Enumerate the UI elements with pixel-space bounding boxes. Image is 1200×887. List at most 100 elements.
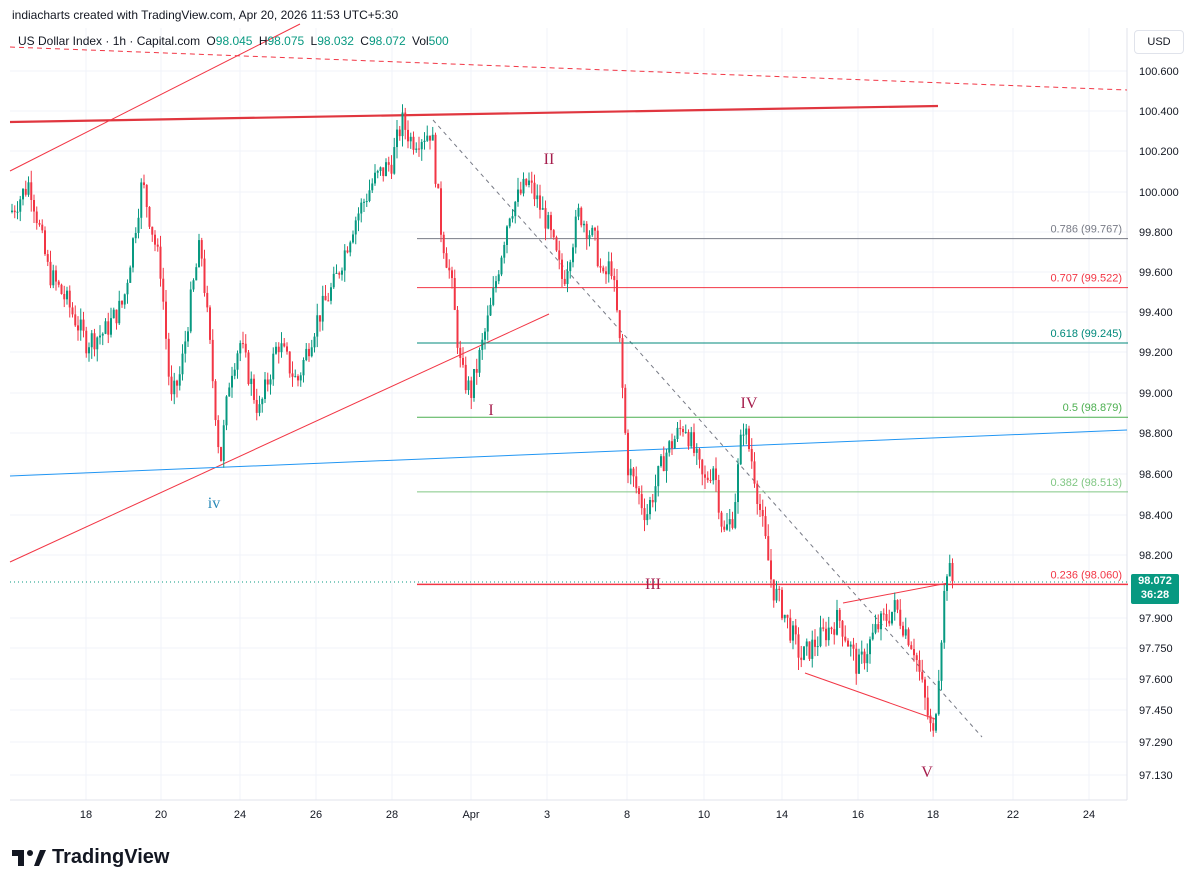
candle-down-body [830,627,833,630]
candle-down-body [533,182,536,200]
candle-down-body [748,428,750,449]
time-tick-label: 16 [852,809,864,821]
candle-down-body [382,167,385,177]
fibonacci-retracement[interactable]: 0.786 (99.767) 0.707 (99.522) 0.618 (99.24… [417,224,1128,586]
candle-up-body [869,639,871,655]
symbol-legend[interactable]: US Dollar Index · 1h · Capital.com O98.0… [18,34,449,48]
candle-down-body [825,628,827,641]
candle-up-body [607,261,610,275]
candle-up-body [110,318,112,335]
candle-down-body [594,227,596,231]
candle-down-body [209,307,211,340]
candle-down-body [651,500,654,503]
candle-down-body [13,210,16,213]
candle-down-body [437,183,440,189]
candle-down-body [558,250,561,260]
candle-up-body [657,466,660,487]
time-tick-label: 10 [698,809,710,821]
price-tick-label: 97.290 [1139,737,1173,749]
candle-up-body [583,223,585,226]
trendlines[interactable] [9,23,1128,738]
candle-down-body [338,272,341,275]
candle-up-body [129,267,132,283]
candle-up-body [673,439,676,449]
candle-down-body [841,620,844,637]
candle-down-body [797,634,800,658]
candle-up-body [393,147,396,174]
candle-up-body [294,376,297,378]
candle-down-body [470,380,473,398]
volume: Vol500 [409,34,449,48]
candle-down-body [38,223,41,225]
candle-up-body [332,273,335,288]
candle-up-body [816,646,819,648]
candle-up-body [134,232,137,239]
wedge-lower-line [804,672,936,720]
candle-down-body [863,651,866,664]
candle-down-body [687,431,690,447]
channel-upper-line [9,23,301,172]
candle-down-body [552,230,555,238]
candle-up-body [737,464,739,503]
candle-down-body [170,376,173,395]
candle-up-body [239,343,242,354]
candle-up-body [745,428,748,435]
ohlc-high: H98.075 [256,34,304,48]
candle-up-body [572,247,574,263]
candle-up-body [946,576,948,591]
dashed-resistance-line [9,46,1128,91]
candle-up-body [695,449,698,453]
candle-down-body [525,178,528,186]
time-axis[interactable]: 18 20 24 26 28 Apr 3 8 10 14 16 18 22 24 [80,809,1095,821]
candle-down-body [621,338,624,388]
candle-down-body [176,380,178,386]
candle-up-body [423,140,426,142]
candle-down-body [453,278,456,310]
fib-level-label: 0.236 (98.060) [1050,569,1122,581]
candle-down-body [902,625,904,636]
time-tick-label: 28 [386,809,398,821]
candle-down-body [899,609,902,626]
candle-down-body [519,189,522,194]
candle-up-body [486,315,489,332]
candle-down-body [107,321,110,335]
wedge-upper-line [842,582,949,604]
symbol-name[interactable]: US Dollar Index · 1h · Capital.com [18,34,201,48]
candle-down-body [701,459,704,475]
candle-up-body [11,210,13,212]
time-tick-label: Apr [462,809,479,821]
currency-button[interactable]: USD [1134,30,1184,54]
candle-up-body [261,398,264,405]
chart-attribution: indiacharts created with TradingView.com… [12,8,399,22]
candle-down-body [68,290,71,308]
last-price-badge: 98.072 36:28 [1131,574,1179,604]
candle-up-body [871,632,874,640]
candle-up-body [874,624,877,633]
fib-level-label: 0.5 (98.879) [1063,402,1122,414]
candle-up-body [313,336,316,348]
price-tick-label: 99.200 [1139,347,1173,359]
resistance-line [9,104,939,124]
candle-down-body [346,250,349,253]
candle-up-body [360,202,363,214]
candle-down-body [60,284,63,294]
candle-up-body [409,136,412,142]
low-value: 98.032 [317,34,354,48]
candle-down-body [750,448,753,462]
candle-down-body [635,476,638,489]
price-axis[interactable]: 100.600 100.400 100.200 100.000 99.800 99.600… [1139,66,1179,782]
time-tick-label: 20 [155,809,167,821]
candle-up-body [88,347,90,354]
time-tick-label: 24 [234,809,246,821]
candle-up-body [123,294,126,305]
candle-down-body [217,420,220,448]
candle-up-body [112,309,115,319]
tradingview-logo[interactable]: TradingView [12,846,169,869]
candle-down-body [698,449,701,460]
candle-up-body [330,287,332,301]
candle-down-body [822,627,825,629]
candle-up-body [665,452,668,472]
candle-down-body [580,207,583,226]
candle-down-body [253,378,255,400]
